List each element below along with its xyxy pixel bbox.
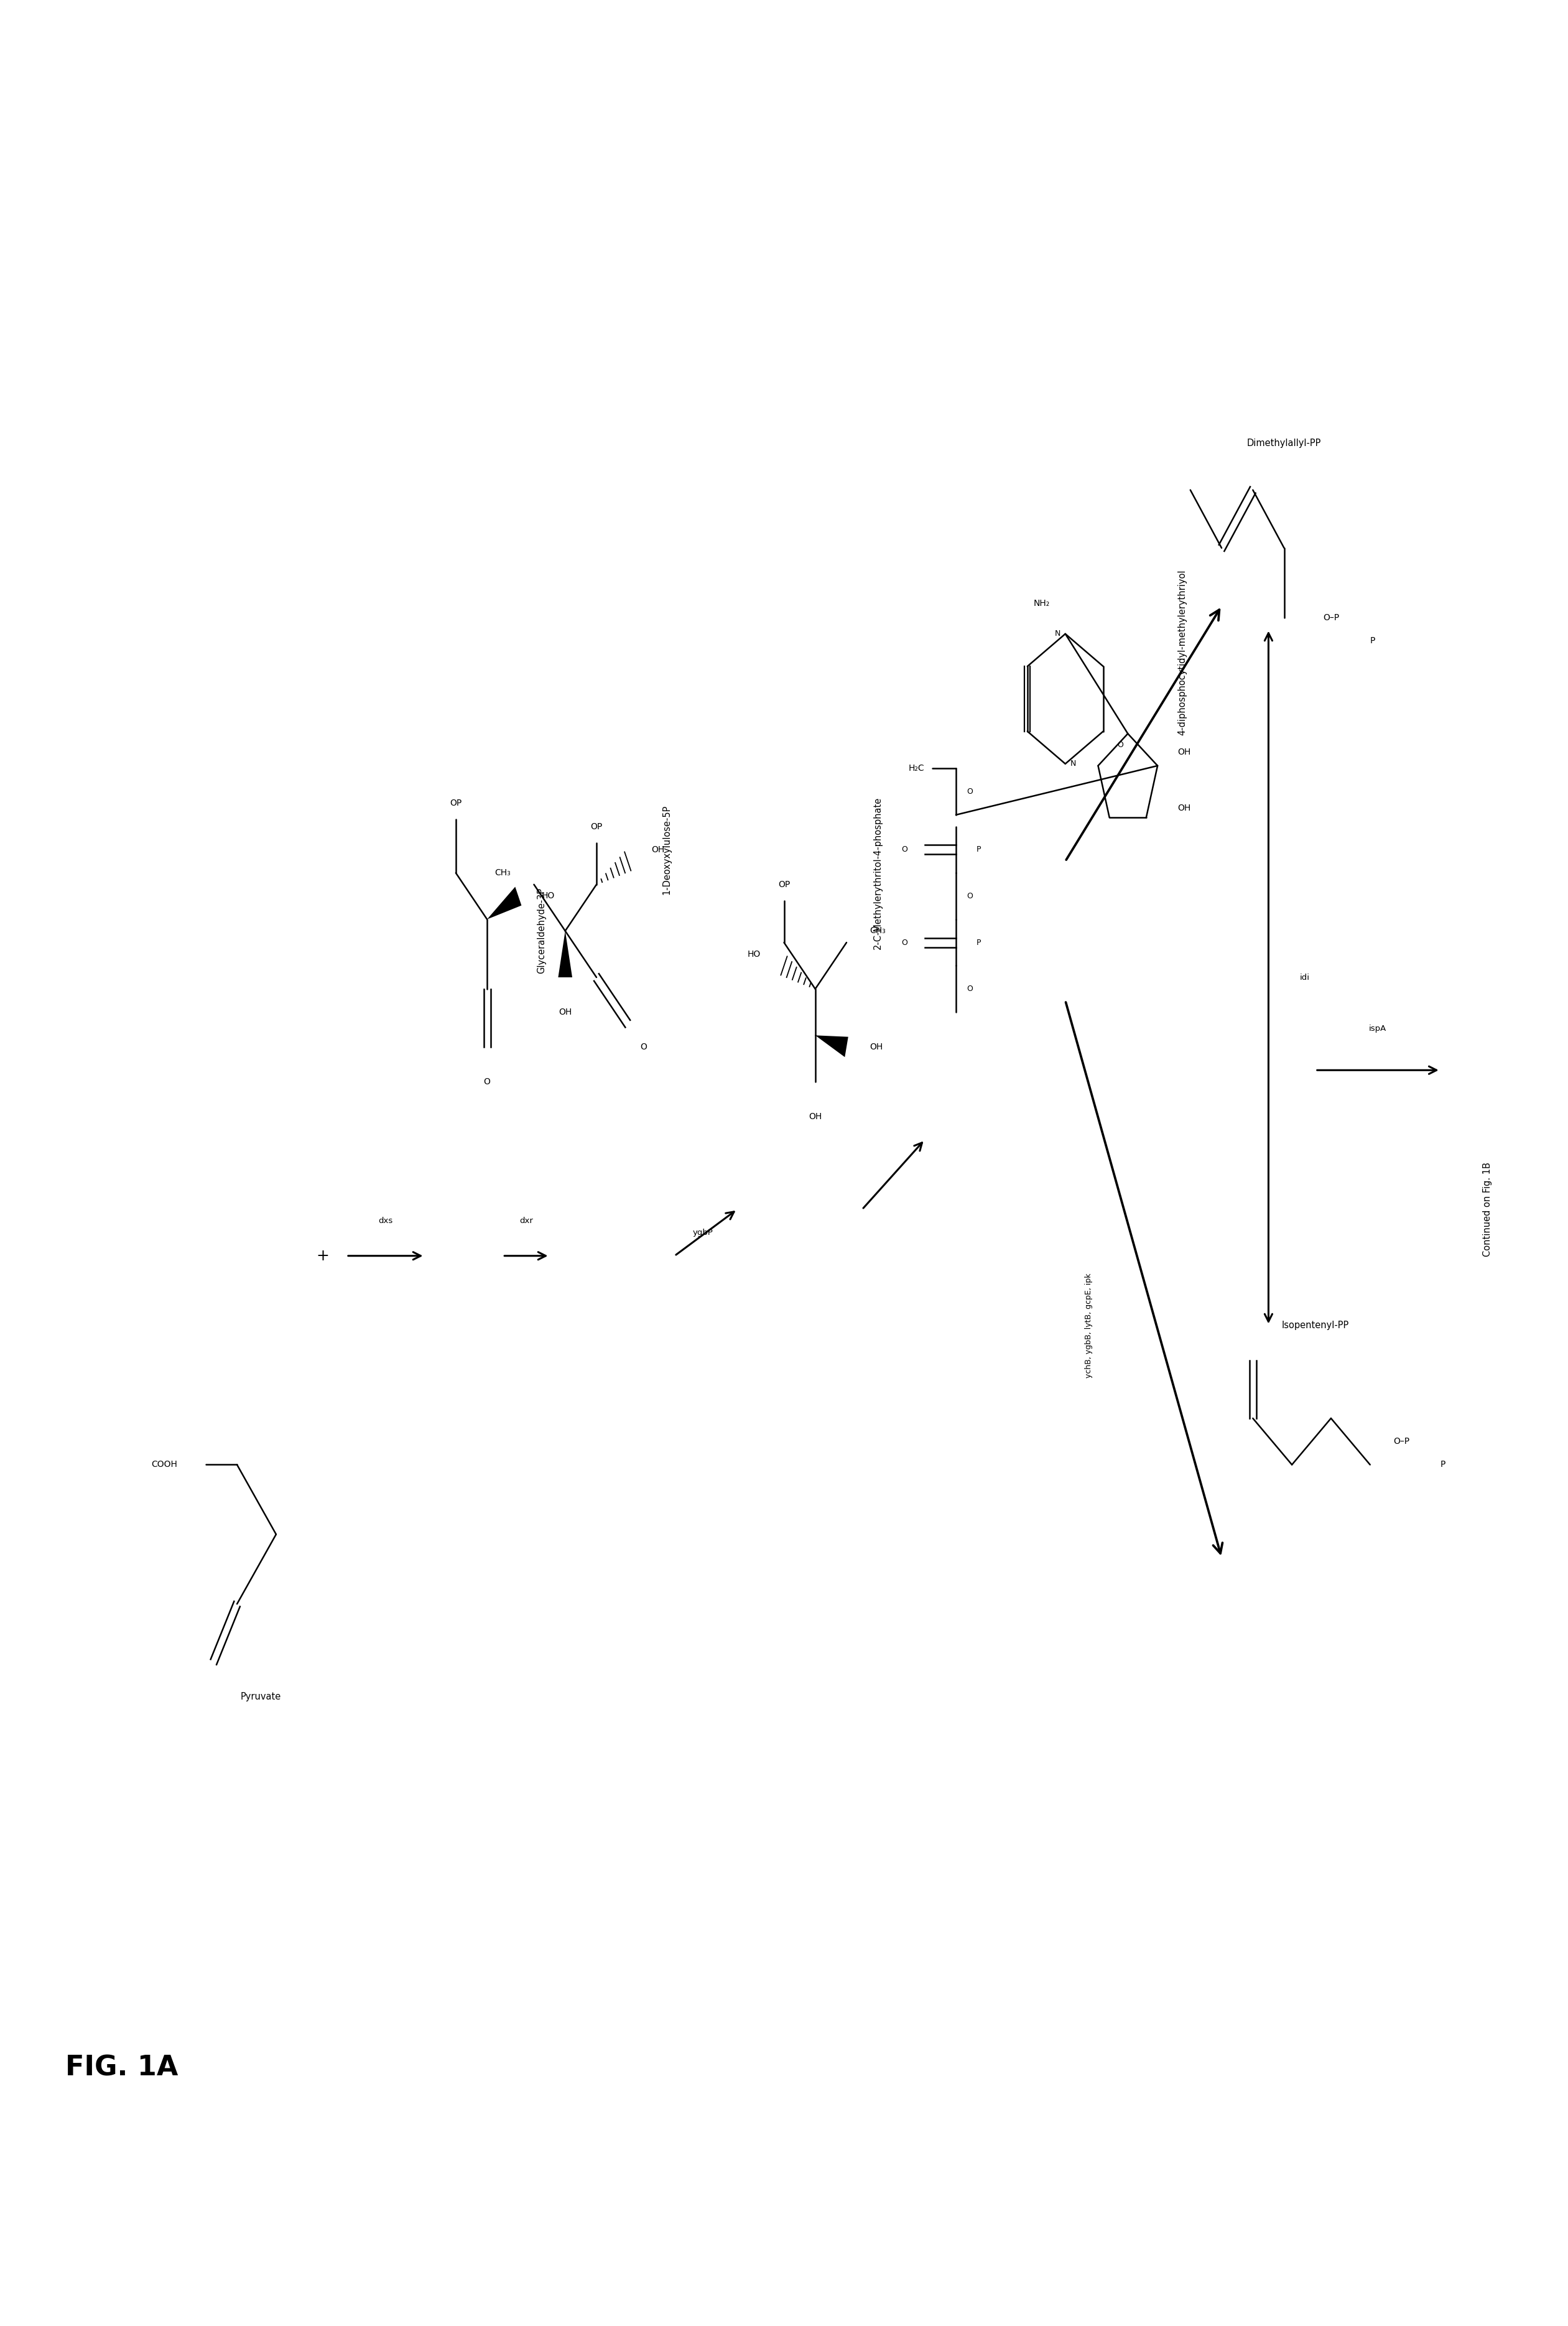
Text: OH: OH xyxy=(1178,802,1192,812)
Text: O–P: O–P xyxy=(1394,1437,1410,1447)
Text: OH: OH xyxy=(558,1007,572,1016)
Text: Isopentenyl-PP: Isopentenyl-PP xyxy=(1281,1321,1348,1330)
Text: O: O xyxy=(967,893,974,900)
Text: OH: OH xyxy=(809,1112,822,1121)
Text: FIG. 1A: FIG. 1A xyxy=(66,2054,177,2082)
Text: P: P xyxy=(977,847,982,854)
Text: HO: HO xyxy=(748,949,760,958)
Polygon shape xyxy=(558,930,572,977)
Text: idi: idi xyxy=(1300,972,1309,982)
Text: CH₃: CH₃ xyxy=(870,926,886,935)
Text: 2-C-Methylerythritol-4-phosphate: 2-C-Methylerythritol-4-phosphate xyxy=(873,795,883,949)
Text: OH: OH xyxy=(870,1042,883,1051)
Text: O: O xyxy=(902,847,908,854)
Text: O: O xyxy=(640,1042,646,1051)
Text: COOH: COOH xyxy=(152,1461,177,1470)
Polygon shape xyxy=(488,886,522,919)
Text: HO: HO xyxy=(543,891,555,900)
Text: Glyceraldehyde-3P: Glyceraldehyde-3P xyxy=(538,889,546,975)
Text: H₂C: H₂C xyxy=(909,765,925,772)
Text: O: O xyxy=(483,1077,491,1086)
Text: O: O xyxy=(967,789,974,795)
Text: 4-diphosphocytidyl-methylerythriyol: 4-diphosphocytidyl-methylerythriyol xyxy=(1178,570,1187,735)
Text: Dimethylallyl-PP: Dimethylallyl-PP xyxy=(1247,440,1322,449)
Text: CH₃: CH₃ xyxy=(494,868,511,877)
Text: P: P xyxy=(1441,1461,1446,1470)
Text: Continued on Fig. 1B: Continued on Fig. 1B xyxy=(1483,1163,1491,1256)
Text: ispA: ispA xyxy=(1369,1023,1386,1033)
Text: ygbP: ygbP xyxy=(693,1228,713,1237)
Text: O: O xyxy=(967,984,974,993)
Text: P: P xyxy=(977,937,982,947)
Text: dxs: dxs xyxy=(378,1216,392,1226)
Text: OH: OH xyxy=(651,844,665,854)
Text: O–P: O–P xyxy=(1323,614,1339,621)
Text: OP: OP xyxy=(591,821,602,830)
Polygon shape xyxy=(815,1035,848,1056)
Text: +: + xyxy=(317,1249,329,1263)
Text: Pyruvate: Pyruvate xyxy=(240,1691,281,1700)
Text: P: P xyxy=(1370,637,1375,644)
Text: OP: OP xyxy=(450,798,463,807)
Text: O: O xyxy=(902,937,908,947)
Text: NH₂: NH₂ xyxy=(1033,600,1051,607)
Text: 1-Deoxyxylulose-5P: 1-Deoxyxylulose-5P xyxy=(662,805,671,896)
Text: OH: OH xyxy=(1178,749,1192,756)
Text: N: N xyxy=(1069,761,1076,768)
Text: OP: OP xyxy=(778,879,790,889)
Text: N: N xyxy=(1055,630,1060,637)
Text: ychB, ygbB, lytB, gcpE, ipk: ychB, ygbB, lytB, gcpE, ipk xyxy=(1085,1272,1093,1377)
Text: dxr: dxr xyxy=(519,1216,533,1226)
Text: O: O xyxy=(1116,742,1123,749)
